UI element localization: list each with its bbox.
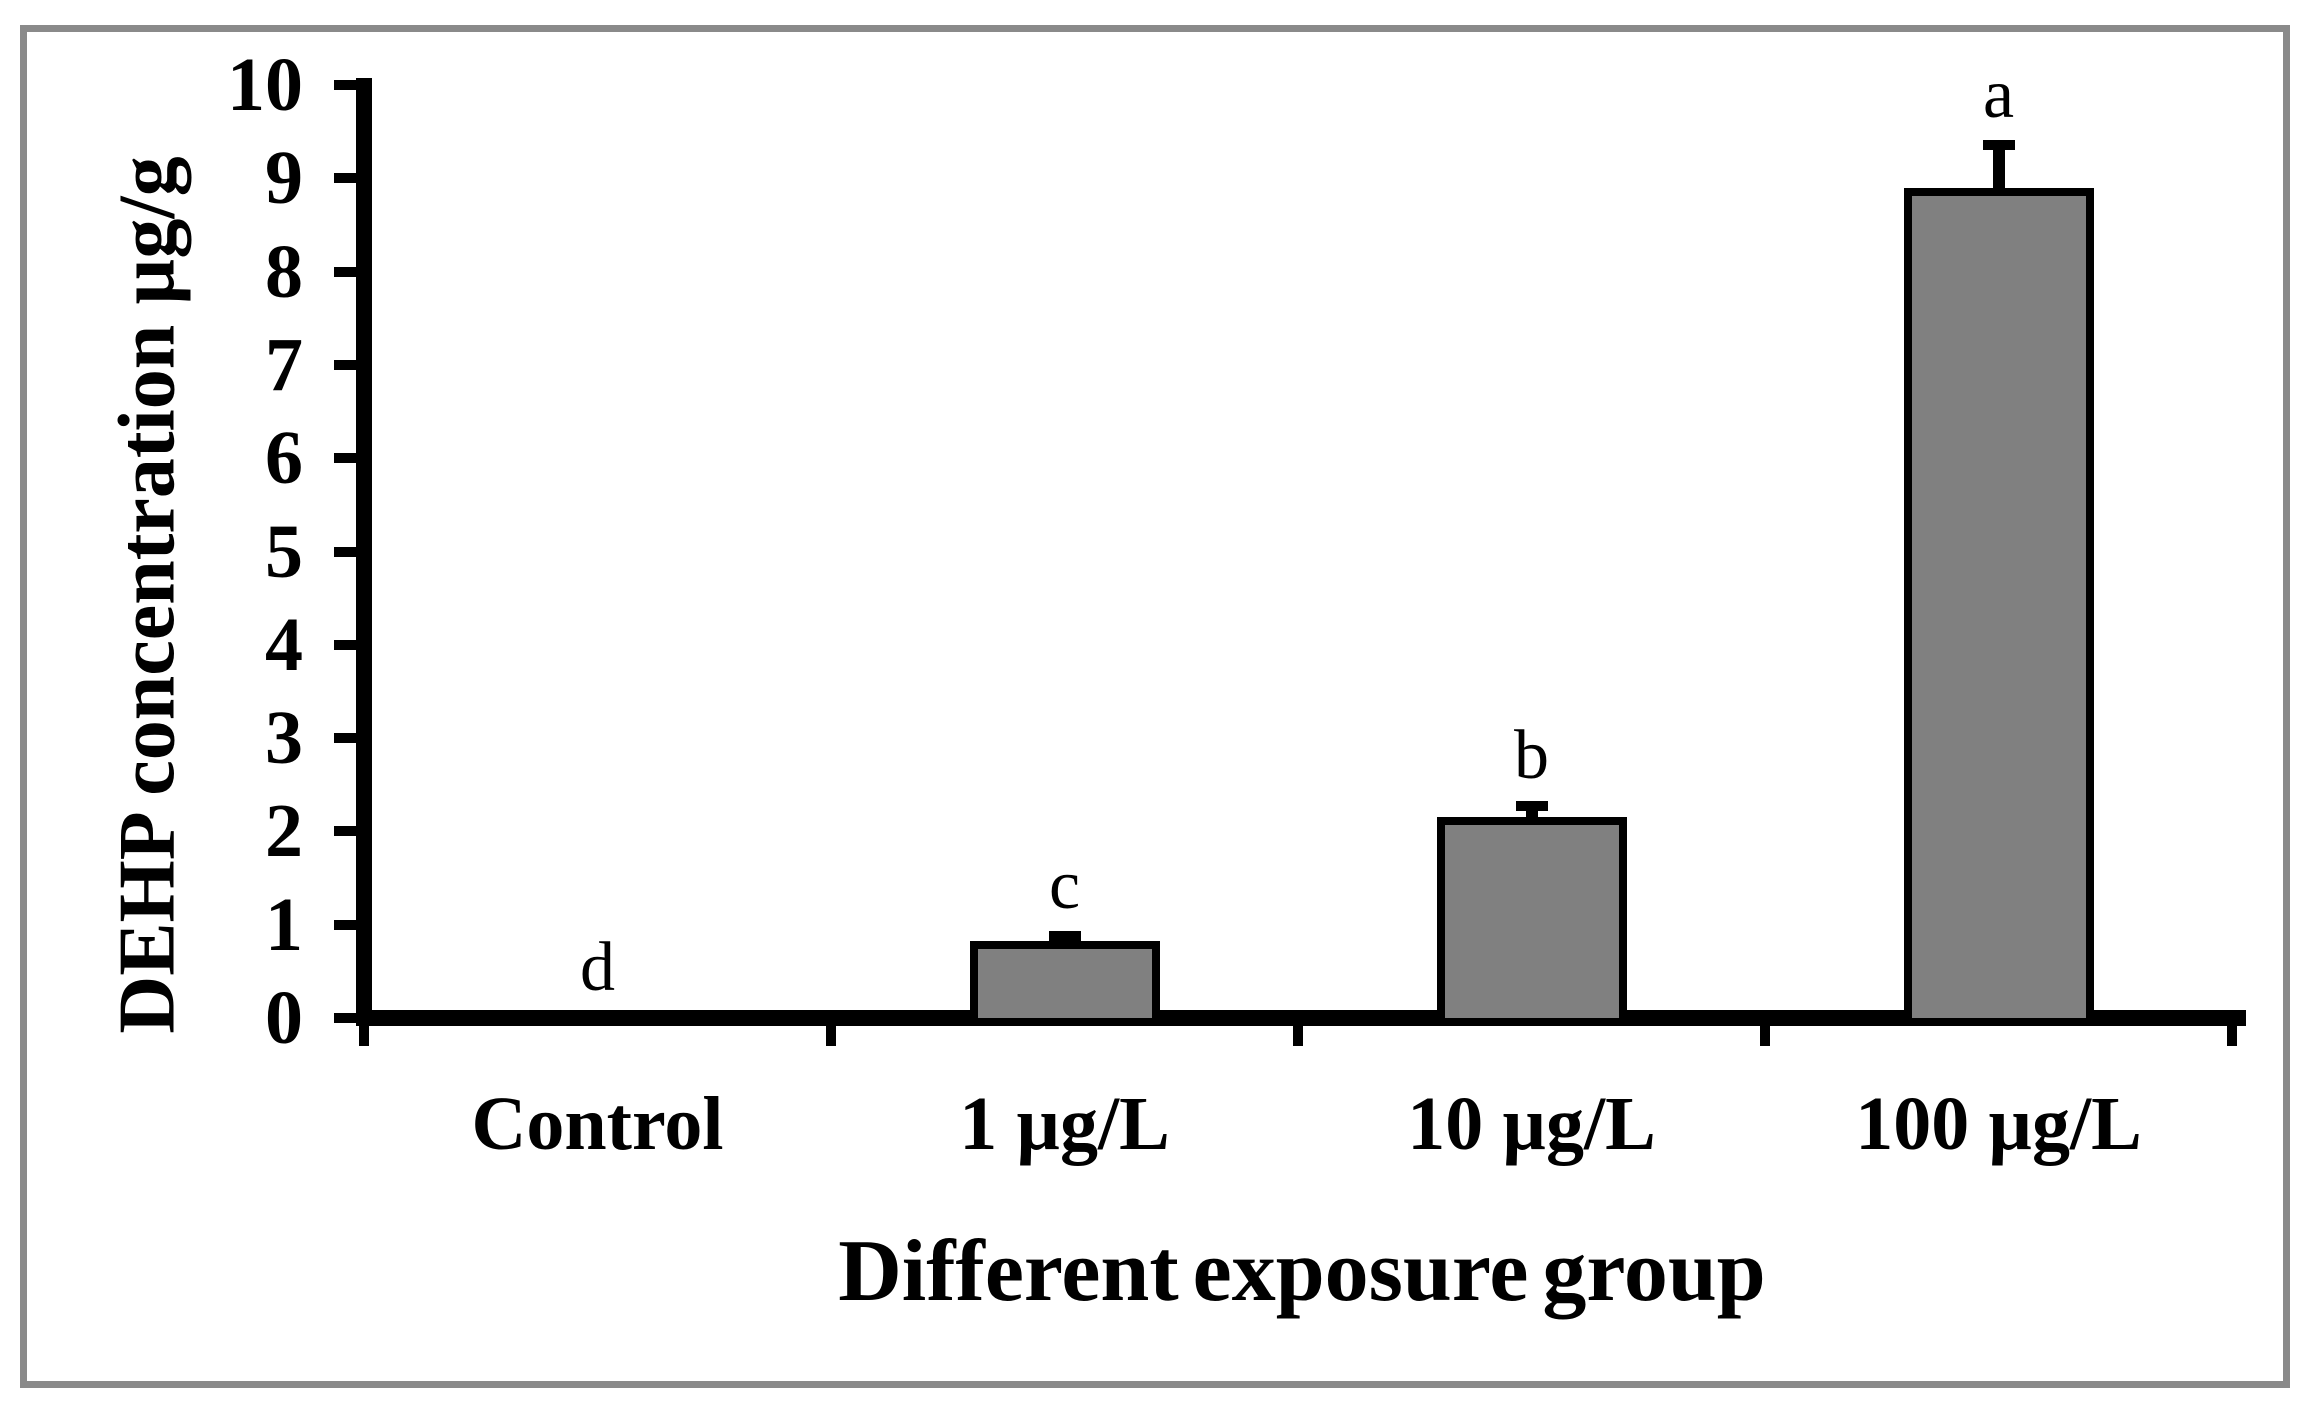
y-tick-label: 7: [265, 322, 303, 407]
x-tick: [826, 1026, 836, 1046]
y-tick-label: 2: [265, 789, 303, 874]
y-tick-label: 6: [265, 416, 303, 501]
x-tick: [1293, 1026, 1303, 1046]
y-tick-label: 9: [265, 136, 303, 221]
y-tick-label: 5: [265, 509, 303, 594]
y-tick: [334, 359, 356, 370]
error-bar-line: [1525, 806, 1538, 818]
error-bar-cap: [1048, 930, 1081, 941]
y-tick: [334, 919, 356, 930]
y-tick-label: 4: [265, 602, 303, 687]
x-axis-title: Different exposure group: [838, 1223, 1766, 1320]
y-tick: [334, 1013, 356, 1023]
bar-2: [969, 941, 1160, 1018]
x-tick: [2227, 1026, 2237, 1046]
error-bar-line: [1992, 144, 2005, 188]
x-category-label: Control: [471, 1082, 724, 1166]
y-tick: [334, 453, 356, 464]
y-tick: [334, 546, 356, 557]
error-bar-cap: [1982, 139, 2015, 150]
y-tick-label: 1: [265, 882, 303, 967]
y-tick: [334, 80, 356, 90]
x-category-label: 100 µg/L: [1855, 1082, 2142, 1166]
x-tick: [1760, 1026, 1770, 1046]
x-category-label: 10 µg/L: [1407, 1082, 1656, 1166]
x-category-label: 1 µg/L: [959, 1082, 1170, 1166]
y-tick-label: 0: [265, 976, 303, 1060]
bar-3: [1436, 817, 1627, 1018]
significance-letter: d: [580, 929, 615, 1006]
significance-letter: c: [1048, 846, 1081, 924]
bar-4: [1903, 187, 2094, 1018]
y-tick-label: 8: [265, 229, 303, 314]
error-bar-cap: [1515, 801, 1548, 812]
y-tick: [334, 826, 356, 837]
y-tick-label: 3: [265, 696, 303, 781]
y-tick: [334, 733, 356, 744]
y-axis-line: [356, 78, 372, 1026]
y-tick: [334, 266, 356, 277]
x-tick: [359, 1026, 369, 1046]
significance-letter: a: [1982, 55, 2015, 133]
y-tick-label: 10: [227, 43, 303, 127]
y-tick: [334, 639, 356, 650]
significance-letter: b: [1514, 717, 1549, 795]
y-tick: [334, 173, 356, 184]
x-axis-line: [356, 1010, 2246, 1026]
